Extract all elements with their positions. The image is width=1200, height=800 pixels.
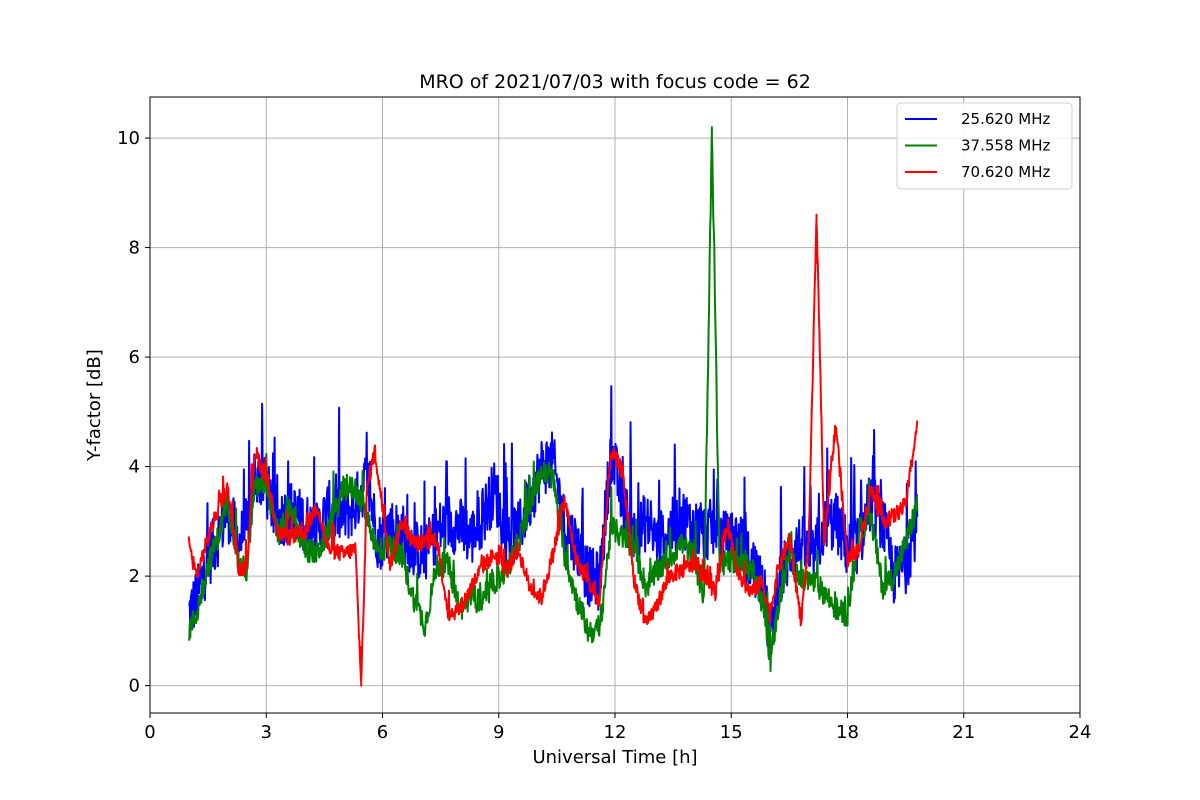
y-axis-label: Y-factor [dB]: [84, 349, 105, 462]
y-tick-label: 2: [129, 566, 140, 587]
series-layer: [187, 126, 919, 687]
y-axis-ticks: 0 2 4 6 8 10: [117, 128, 150, 697]
x-tick-label: 24: [1069, 722, 1092, 743]
x-tick-label: 18: [836, 722, 859, 743]
x-tick-label: 15: [720, 722, 743, 743]
x-tick-label: 3: [261, 722, 272, 743]
x-tick-label: 21: [952, 722, 975, 743]
x-tick-label: 9: [493, 722, 504, 743]
x-tick-label: 6: [377, 722, 388, 743]
series-line-3: [187, 213, 919, 687]
x-tick-label: 12: [604, 722, 627, 743]
legend-label: 25.620 MHz: [961, 110, 1050, 128]
legend-label: 70.620 MHz: [961, 163, 1050, 181]
y-tick-label: 6: [129, 347, 140, 368]
y-tick-label: 4: [129, 457, 140, 478]
legend-label: 37.558 MHz: [961, 137, 1050, 155]
legend: 25.620 MHz 37.558 MHz 70.620 MHz: [896, 102, 1073, 190]
y-tick-label: 8: [129, 238, 140, 259]
x-axis-label: Universal Time [h]: [532, 747, 697, 768]
x-tick-label: 0: [144, 722, 155, 743]
y-tick-label: 0: [129, 676, 140, 697]
legend-box: [896, 102, 1073, 190]
y-tick-label: 10: [117, 128, 140, 149]
chart-title: MRO of 2021/07/03 with focus code = 62: [419, 71, 811, 93]
x-axis-ticks: 0 3 6 9 12 15 18 21 24: [144, 713, 1091, 743]
